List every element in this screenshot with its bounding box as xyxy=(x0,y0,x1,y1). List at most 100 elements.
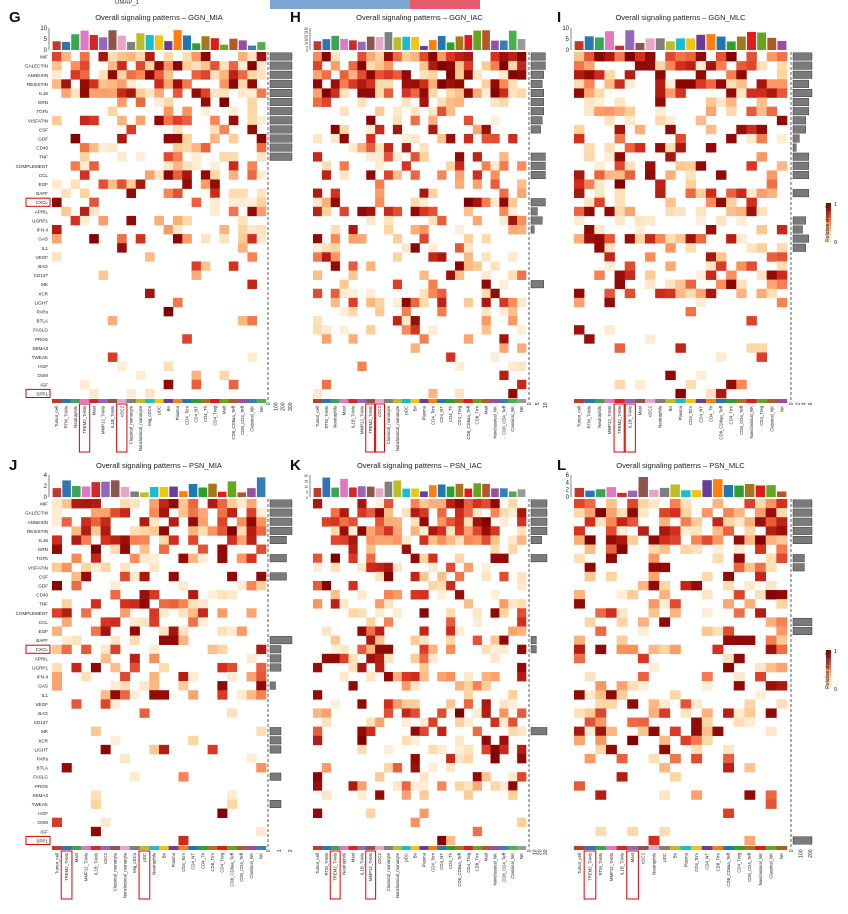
group-strip xyxy=(154,399,164,403)
top-bar xyxy=(670,484,680,497)
heat-cell xyxy=(712,544,724,554)
heat-cell xyxy=(197,508,208,518)
top-bar xyxy=(766,485,776,497)
heat-cell xyxy=(330,297,340,308)
heat-cell xyxy=(648,553,660,564)
heat-cell xyxy=(410,726,420,737)
heat-cell xyxy=(648,753,660,764)
heat-cell xyxy=(419,726,429,737)
heat-cell xyxy=(348,781,358,791)
top-bar xyxy=(776,491,787,497)
heat-cell xyxy=(755,662,766,673)
heat-cell xyxy=(455,499,465,509)
heat-cell xyxy=(172,297,183,308)
heat-cell xyxy=(81,571,92,582)
heat-cell xyxy=(419,499,429,509)
column-highlight-box xyxy=(365,403,377,453)
heat-cell xyxy=(604,152,615,162)
heat-cell xyxy=(716,170,727,180)
heat-cell xyxy=(701,535,713,545)
heat-cell xyxy=(756,270,768,280)
row-label: CSF xyxy=(39,574,48,579)
heat-cell xyxy=(508,599,518,609)
row-label: GRN xyxy=(38,547,48,552)
column-label: CD4_Treg xyxy=(212,405,217,425)
heat-cell xyxy=(604,252,615,262)
column-label: CD4_Th xyxy=(448,852,453,869)
top-bar xyxy=(62,480,71,497)
top-bar xyxy=(517,489,526,497)
row-label: IGF xyxy=(40,382,48,387)
heat-cell xyxy=(357,562,367,573)
right-bar xyxy=(269,681,276,690)
top-bar xyxy=(81,486,91,497)
heat-cell xyxy=(726,97,737,107)
heat-cell xyxy=(627,517,639,527)
heat-cell xyxy=(463,206,474,217)
heat-cell xyxy=(246,499,257,509)
heat-cell xyxy=(81,608,92,618)
heat-cell xyxy=(705,79,717,89)
group-strip xyxy=(481,846,491,850)
heat-cell xyxy=(733,553,745,564)
heat-cell xyxy=(766,106,778,117)
column-label: TREM2_TAMs xyxy=(587,853,592,881)
heat-cell xyxy=(490,499,500,509)
group-strip xyxy=(648,846,660,850)
heat-cell xyxy=(705,225,717,235)
heat-cell xyxy=(149,590,160,600)
heat-cell xyxy=(357,590,367,600)
top-bar xyxy=(734,485,744,497)
heat-cell xyxy=(256,681,267,691)
row-label: XCR xyxy=(38,291,48,296)
heat-cell xyxy=(437,97,447,107)
heat-cell xyxy=(154,79,164,89)
heat-cell xyxy=(154,115,164,126)
row-label: VISFATIN xyxy=(28,118,48,123)
top-bar xyxy=(420,491,428,497)
top-bar xyxy=(149,487,159,497)
heat-cell xyxy=(691,526,703,536)
heat-cell xyxy=(256,197,267,208)
heat-cell xyxy=(701,590,713,600)
right-bar xyxy=(792,554,805,563)
heat-cell xyxy=(490,781,500,791)
heat-cell xyxy=(726,106,737,117)
heat-cell xyxy=(110,735,121,746)
heat-cell xyxy=(313,197,323,208)
heat-cell xyxy=(755,508,766,518)
row-label: ANNEXIN xyxy=(28,520,48,525)
heat-cell xyxy=(455,361,465,371)
heat-cell xyxy=(490,133,500,144)
heat-cell xyxy=(129,571,140,582)
heat-cell xyxy=(321,717,332,727)
heat-cell xyxy=(256,526,267,536)
heat-cell xyxy=(716,252,727,262)
heat-cell xyxy=(604,243,615,253)
heat-cell xyxy=(52,544,63,554)
heat-cell xyxy=(605,699,617,709)
heat-cell xyxy=(517,343,527,353)
column-label: Tumor_cell xyxy=(577,406,582,427)
heat-cell xyxy=(366,644,376,655)
row-label: IFN-II xyxy=(37,228,48,233)
heat-cell xyxy=(614,106,626,117)
heat-cell xyxy=(357,61,367,71)
heat-cell xyxy=(605,535,617,545)
heat-cell xyxy=(188,735,199,746)
heat-cell xyxy=(675,388,686,399)
heat-cell xyxy=(733,608,745,618)
heat-cell xyxy=(384,88,394,98)
right-bar xyxy=(269,152,293,161)
heat-cell xyxy=(723,808,735,818)
heat-cell xyxy=(247,225,257,235)
heat-cell xyxy=(238,316,248,326)
heat-cell xyxy=(182,106,192,117)
heat-cell xyxy=(455,179,465,189)
heat-cell xyxy=(313,735,323,746)
heat-cell xyxy=(490,179,500,189)
heat-cell xyxy=(604,297,615,308)
heat-cell xyxy=(61,52,71,62)
heat-cell xyxy=(446,79,456,89)
heat-cell xyxy=(90,508,101,518)
